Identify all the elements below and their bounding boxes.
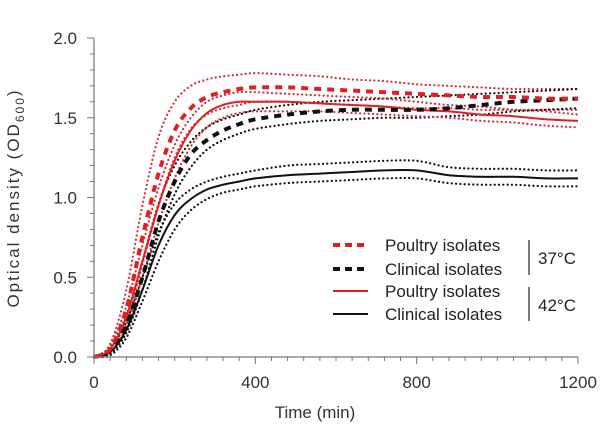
y-tick-label: 1.0 (53, 189, 77, 208)
y-tick-label: 1.5 (53, 109, 77, 128)
series-line-poultry-37 (93, 85, 579, 359)
y-axis-title: Optical density (OD600) (4, 88, 27, 307)
legend-group-37: 37°C (538, 249, 576, 268)
legend-label-poultry-37: Poultry isolates (385, 236, 500, 255)
y-tick-label: 2.0 (53, 29, 77, 48)
axes (93, 38, 578, 358)
y-tick-label: 0.5 (53, 268, 77, 287)
band-lower-poultry-42 (92, 110, 580, 359)
x-axis-title: Time (min) (275, 403, 356, 422)
legend-label-clinical-42: Clinical isolates (385, 305, 502, 324)
series-lines (93, 85, 579, 359)
band-lower-clinical-42 (92, 176, 580, 359)
legend-group-42: 42°C (538, 296, 576, 315)
band-upper-poultry-37 (92, 71, 580, 359)
axis-ticks: 0 400 800 1200 0.0 0.5 1.0 1.5 2.0 (53, 29, 597, 392)
band-upper-clinical-37 (92, 87, 580, 359)
band-lower-clinical-37 (92, 107, 580, 359)
x-tick-label: 1200 (559, 373, 597, 392)
series-line-clinical-37 (93, 96, 579, 359)
band-upper-clinical-42 (92, 159, 580, 359)
legend-label-clinical-37: Clinical isolates (385, 260, 502, 279)
series-line-poultry-42 (93, 100, 579, 358)
legend-label-poultry-42: Poultry isolates (385, 282, 500, 301)
x-tick-label: 400 (241, 373, 269, 392)
band-upper-poultry-42 (92, 90, 580, 359)
x-tick-label: 800 (402, 373, 430, 392)
series-line-clinical-42 (93, 168, 579, 358)
legend: Poultry isolates Clinical isolates 37°C … (333, 236, 576, 324)
y-tick-label: 0.0 (53, 348, 77, 367)
x-tick-label: 0 (89, 373, 98, 392)
